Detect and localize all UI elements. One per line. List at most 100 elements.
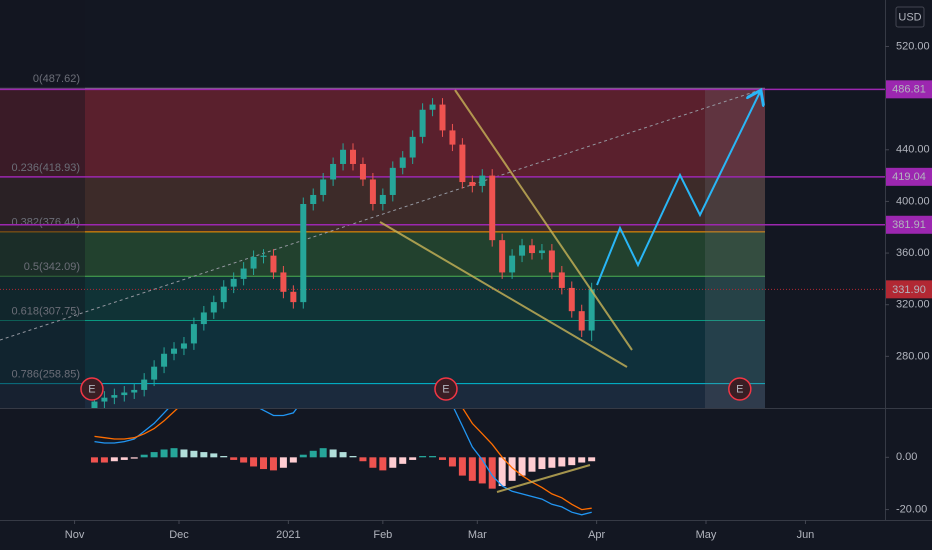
- x-tick-label: 2021: [276, 529, 300, 541]
- candle-body: [340, 149, 347, 164]
- histogram-bar: [90, 457, 98, 463]
- candle-body: [538, 250, 545, 254]
- histogram-bar: [180, 449, 188, 458]
- candle-body: [429, 104, 436, 110]
- histogram-bar: [100, 457, 108, 463]
- event-marker: [434, 377, 458, 401]
- price-tag-label: 331.90: [892, 284, 926, 296]
- candle-body: [369, 179, 376, 204]
- histogram-bar: [448, 457, 456, 467]
- x-tick-label: May: [696, 529, 717, 541]
- candle-body: [330, 163, 337, 180]
- histogram-bar: [478, 457, 486, 484]
- histogram-bar: [349, 456, 357, 458]
- currency-box[interactable]: [895, 6, 925, 28]
- currency: USD: [898, 11, 921, 23]
- y-tick-label: 520.00: [896, 40, 930, 52]
- histogram-bar: [299, 454, 307, 458]
- fib-label: 0(487.62): [33, 73, 80, 85]
- event-marker: [80, 377, 104, 401]
- x-tick-label: Mar: [468, 529, 487, 541]
- histogram-bar: [498, 457, 506, 487]
- candle-body: [379, 194, 386, 204]
- histogram-bar: [319, 448, 327, 458]
- histogram-bar: [439, 457, 446, 460]
- x-tick-label: Feb: [373, 529, 392, 541]
- histogram-bar: [289, 457, 297, 463]
- candle-body: [121, 392, 128, 396]
- histogram-bar: [588, 457, 596, 462]
- candle-body: [528, 245, 535, 254]
- candle-body: [409, 136, 416, 158]
- fib-band: [0, 231, 765, 277]
- y-tick-label: 320.00: [896, 299, 930, 311]
- histogram-bar: [508, 457, 516, 481]
- histogram-bar: [230, 457, 238, 460]
- fib-label: 0.786(258.85): [12, 369, 81, 381]
- fib-band: [0, 88, 765, 177]
- y-tick-label: 440.00: [896, 144, 930, 156]
- candle-body: [260, 255, 267, 257]
- candle-body: [270, 255, 277, 273]
- price-tag: [886, 80, 932, 99]
- fib-label: 0.382(376.44): [12, 217, 81, 229]
- histogram-bar: [399, 457, 407, 464]
- histogram-bar: [379, 457, 387, 471]
- price-tag: [886, 215, 932, 234]
- event-label: E: [736, 383, 743, 395]
- candle-body: [389, 167, 396, 195]
- signal-line: [94, 409, 592, 511]
- event-marker: [728, 377, 752, 401]
- candle-body: [290, 291, 297, 303]
- fib-label: 0.5(342.09): [24, 261, 80, 273]
- x-tick-label: Dec: [169, 529, 189, 541]
- candle-body: [439, 104, 446, 131]
- histogram-bar: [528, 457, 536, 472]
- candle-body: [101, 397, 108, 402]
- histogram-bar: [140, 454, 148, 458]
- candle-body: [449, 130, 456, 145]
- candle-body: [250, 256, 257, 269]
- candle-body: [320, 179, 327, 195]
- wedge-lower: [379, 221, 628, 368]
- y-tick-label: -20.00: [896, 503, 927, 515]
- histogram-bar: [419, 456, 427, 458]
- candle-body: [399, 157, 406, 168]
- histogram-bar: [120, 457, 128, 460]
- candle-body: [141, 379, 148, 390]
- candle-body: [180, 343, 187, 349]
- candle-body: [578, 311, 585, 331]
- wedge-upper: [454, 89, 633, 351]
- candle-body: [151, 366, 158, 380]
- x-tick-label: Nov: [65, 529, 85, 541]
- event-label: E: [88, 383, 95, 395]
- y-tick-label: 400.00: [896, 195, 930, 207]
- candle-body: [588, 289, 595, 331]
- y-tick-label: 0.00: [896, 451, 917, 463]
- event-label: E: [442, 383, 449, 395]
- macd-pane: [90, 409, 596, 516]
- fib-band: [0, 276, 765, 321]
- candle-body: [509, 255, 516, 273]
- candle-body: [310, 194, 317, 204]
- histogram-bar: [568, 457, 576, 466]
- candle-body: [359, 163, 366, 180]
- candle-body: [111, 395, 118, 398]
- candle-body: [459, 144, 466, 183]
- histogram-bar: [518, 457, 526, 476]
- histogram-bar: [458, 457, 466, 476]
- projection-path: [596, 92, 760, 286]
- price-tag-label: 381.91: [892, 219, 926, 231]
- histogram-bar: [429, 456, 437, 458]
- histogram-bar: [369, 457, 377, 468]
- fib-band: [0, 383, 765, 408]
- histogram-bar: [578, 457, 586, 463]
- candle-body: [91, 401, 98, 408]
- candle-body: [131, 389, 138, 393]
- candle-body: [548, 250, 555, 273]
- fib-label: 0.236(418.93): [12, 162, 81, 174]
- candle-body: [200, 312, 207, 325]
- candle-body: [419, 109, 426, 137]
- candle-body: [479, 175, 486, 186]
